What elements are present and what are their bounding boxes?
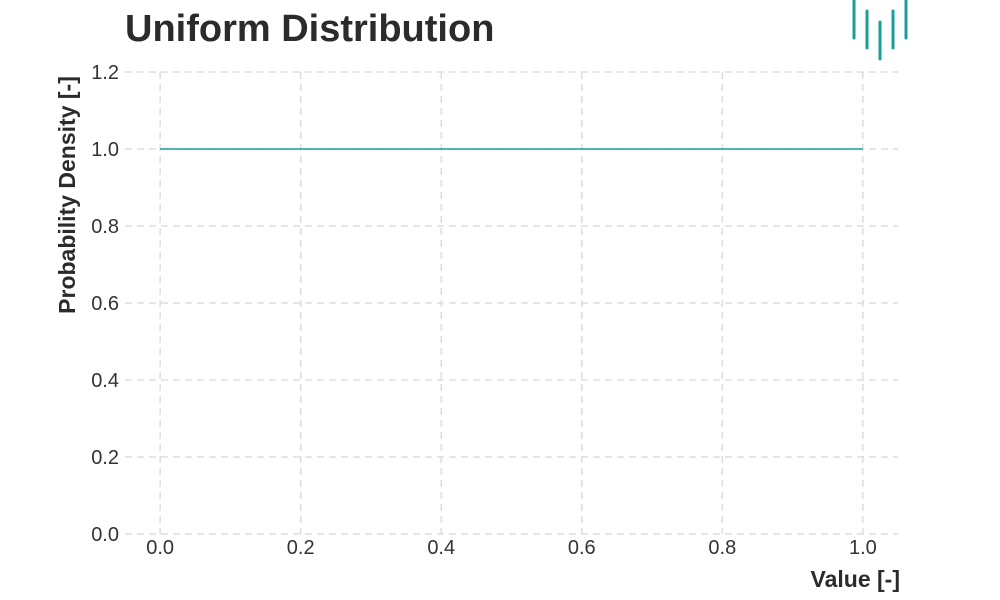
x-tick-label: 0.8 [708, 537, 736, 559]
y-tick-label: 0.0 [91, 524, 119, 546]
y-tick-label: 0.2 [91, 447, 119, 469]
x-tick-label: 0.2 [287, 537, 315, 559]
x-tick-label: 0.6 [568, 537, 596, 559]
y-tick-label: 1.2 [91, 62, 119, 84]
x-tick-label: 0.4 [427, 537, 455, 559]
y-tick-label: 0.8 [91, 216, 119, 238]
y-tick-label: 0.4 [91, 370, 119, 392]
x-axis-label: Value [-] [811, 566, 900, 592]
chart-title: Uniform Distribution [125, 8, 495, 50]
bar-logo-icon [852, 0, 908, 61]
x-tick-label: 1.0 [849, 537, 877, 559]
grid [125, 71, 898, 535]
y-tick-label: 0.6 [91, 293, 119, 315]
x-tick-label: 0.0 [146, 537, 174, 559]
y-tick-label: 1.0 [91, 139, 119, 161]
tick-labels: 0.0 0.2 0.4 0.6 0.8 1.0 1.2 0.0 0.2 0.4 0.6 0.8 1.0 [91, 62, 877, 559]
y-axis-label: Probability Density [-] [54, 76, 80, 314]
